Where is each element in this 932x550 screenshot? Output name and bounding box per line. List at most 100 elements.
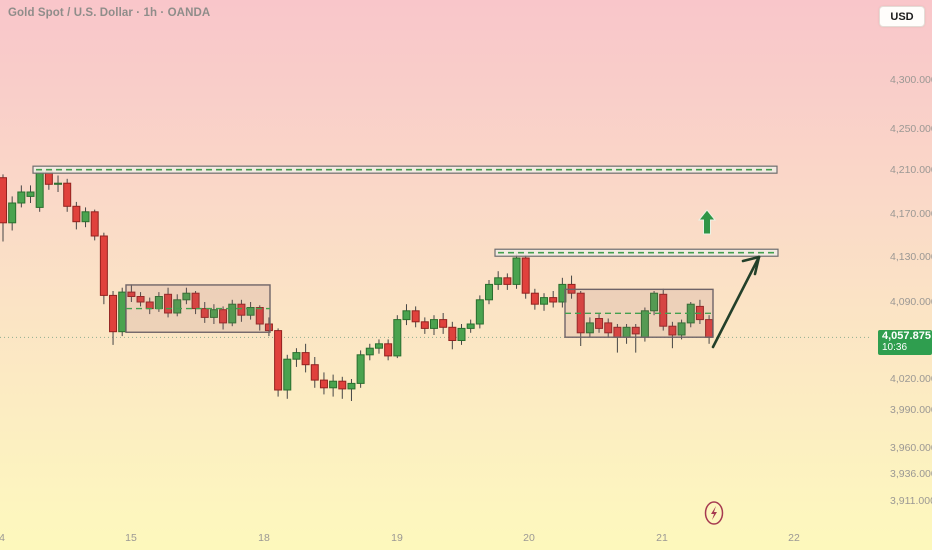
candle [63,182,72,207]
candle [182,292,191,301]
y-axis-label: 4,020.000 [890,373,932,385]
symbol-title: Gold Spot / U.S. Dollar · 1h · OANDA [8,7,211,19]
y-axis-label: 3,936.000 [890,468,932,480]
x-axis-label: 20 [523,532,535,544]
candle [429,319,438,329]
candle [659,293,668,327]
candle [420,321,429,329]
candle [35,170,44,208]
candle [668,325,677,336]
candle [503,277,512,285]
price-value: 4,057.875 [882,330,931,342]
currency-button[interactable]: USD [879,6,925,27]
candle [530,292,539,305]
candle [347,382,356,390]
x-axis-label: 15 [125,532,137,544]
candle [228,303,237,324]
candle [237,303,246,316]
candle [255,307,264,325]
candle [329,380,338,389]
candle [191,292,200,310]
candle [494,277,503,285]
candle [466,323,475,329]
candle [209,309,218,318]
upper-resistance[interactable] [32,165,778,174]
candle [200,308,209,318]
candle [631,326,640,335]
candle [164,293,173,314]
candle [283,358,292,391]
candle [72,205,81,223]
candle [219,309,228,324]
x-axis-label: 4 [0,532,5,544]
candle [264,323,273,332]
candle [365,347,374,356]
candle [604,322,613,334]
lightning-bolt-icon [711,506,717,520]
candle [292,352,301,360]
candle [338,380,347,390]
candle [439,319,448,328]
y-axis-label: 4,170.000 [890,208,932,220]
candle [393,319,402,357]
candle [485,283,494,301]
candle [173,299,182,314]
candle [54,182,63,185]
candle [475,299,484,325]
candle [540,297,549,305]
price-axis[interactable]: 4,300.000 4,250.000 4,210.000 4,170.000 4,13… [872,0,932,550]
candle [17,191,26,204]
y-axis-label: 3,911.000 [890,495,932,507]
candle [118,291,127,333]
candle [402,310,411,321]
candle [274,330,283,391]
candle [26,191,35,197]
candle [90,211,99,237]
candle [0,177,7,224]
candle [8,202,17,224]
x-axis-label: 21 [656,532,668,544]
lightning-circle-icon[interactable] [704,501,724,525]
candle [457,327,466,341]
candle [310,364,319,381]
candle [411,310,420,323]
candle [136,296,145,303]
candle [374,343,383,349]
y-axis-label: 3,990.000 [890,404,932,416]
time-axis[interactable]: 4 15 18 19 20 21 22 [0,528,932,550]
y-axis-label: 4,130.000 [890,251,932,263]
candle [356,354,365,384]
y-axis-label: 4,090.000 [890,296,932,308]
y-axis-label: 4,250.000 [890,123,932,135]
candle [301,352,310,366]
y-axis-label: 4,300.000 [890,74,932,86]
breakout-trend-arrowhead [741,255,761,263]
candle [512,257,521,285]
up-block-arrow-icon[interactable] [697,209,717,235]
candle [595,318,604,329]
candle [81,211,90,223]
candle [109,294,118,333]
candle [558,283,567,303]
countdown-timer: 10:36 [882,341,908,353]
breakout-trend-arrowhead [753,255,761,276]
current-price-label: 4,057.875 10:36 [878,330,932,355]
candle [246,307,255,316]
candle [99,235,108,296]
breakout-trend-arrow[interactable] [711,255,761,349]
candle [319,379,328,389]
candle [127,291,136,298]
candle [384,343,393,357]
candle [448,326,457,341]
candle [521,257,530,294]
lower-resistance[interactable] [494,248,779,257]
y-axis-label: 3,960.000 [890,442,932,454]
x-axis-label: 22 [788,532,800,544]
candle [585,322,594,334]
y-axis-label: 4,210.000 [890,164,932,176]
x-axis-label: 19 [391,532,403,544]
x-axis-label: 18 [258,532,270,544]
candle [677,322,686,336]
